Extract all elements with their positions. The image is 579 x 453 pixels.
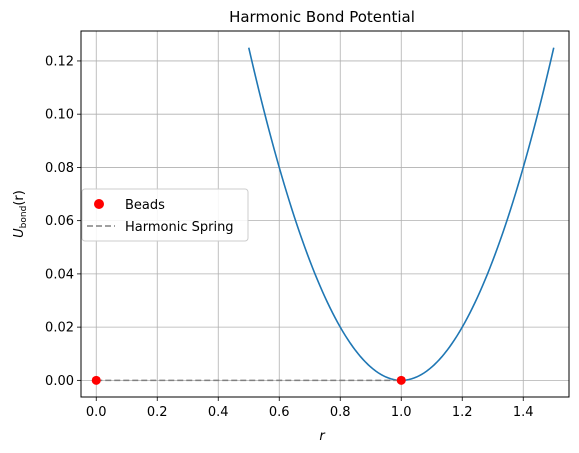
chart-title: Harmonic Bond Potential bbox=[229, 8, 415, 26]
y-axis-label-sub: bond bbox=[19, 206, 29, 229]
y-tick-label: 0.04 bbox=[45, 267, 74, 282]
legend: Beads Harmonic Spring bbox=[82, 189, 248, 241]
x-tick-label: 0.0 bbox=[86, 405, 107, 420]
y-axis-label: Ubond(r) bbox=[12, 190, 29, 238]
y-tick-label: 0.08 bbox=[45, 161, 74, 176]
legend-label-spring: Harmonic Spring bbox=[125, 220, 234, 235]
legend-label-beads: Beads bbox=[125, 198, 165, 213]
y-axis-label-tail: (r) bbox=[12, 190, 27, 206]
x-tick-label: 0.4 bbox=[208, 405, 229, 420]
y-tick-label: 0.02 bbox=[45, 321, 74, 336]
x-tick-label: 1.0 bbox=[391, 405, 412, 420]
x-tick-label: 1.2 bbox=[452, 405, 473, 420]
legend-marker-beads bbox=[94, 199, 104, 209]
y-tick-label: 0.12 bbox=[45, 54, 74, 69]
x-tick-label: 0.2 bbox=[147, 405, 168, 420]
y-tick-label: 0.06 bbox=[45, 214, 74, 229]
y-tick-label: 0.00 bbox=[45, 374, 74, 389]
y-axis-label-main: U bbox=[12, 228, 27, 238]
y-tick-label: 0.10 bbox=[45, 108, 74, 123]
y-axis: 0.00 0.02 0.04 0.06 0.08 0.10 0.12 bbox=[45, 54, 81, 388]
x-tick-label: 0.6 bbox=[269, 405, 290, 420]
x-axis: 0.0 0.2 0.4 0.6 0.8 1.0 1.2 1.4 bbox=[86, 397, 534, 420]
bead-point bbox=[397, 376, 406, 385]
x-axis-label: r bbox=[319, 429, 326, 444]
x-tick-label: 0.8 bbox=[330, 405, 351, 420]
bead-point bbox=[92, 376, 101, 385]
x-tick-label: 1.4 bbox=[513, 405, 534, 420]
